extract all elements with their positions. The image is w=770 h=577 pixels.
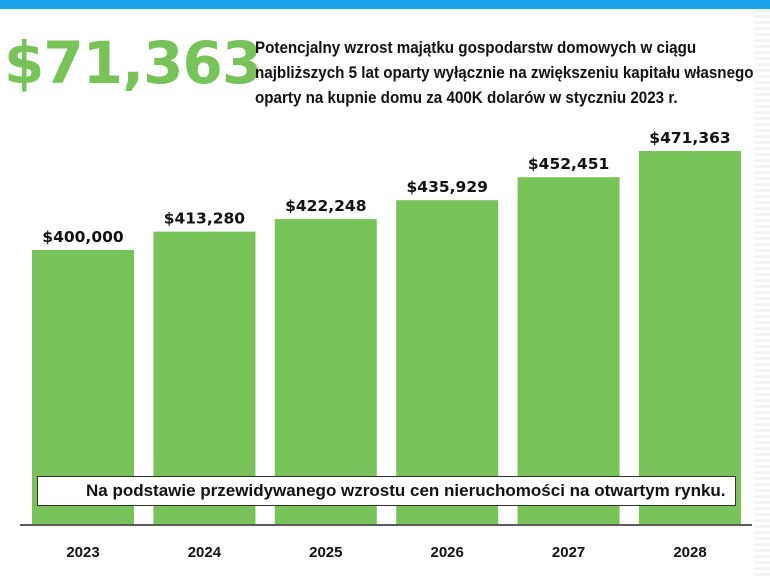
value-label-2026: $435,929: [407, 178, 488, 196]
value-label-2028: $471,363: [649, 129, 730, 147]
x-tick-2028: 2028: [673, 544, 706, 561]
footnote-text: Na podstawie przewidywanego wzrostu cen …: [86, 481, 726, 500]
x-tick-2025: 2025: [309, 544, 342, 561]
bar-2024: [153, 231, 256, 524]
value-label-2025: $422,248: [285, 197, 366, 215]
headline-line-2: najbliższych 5 lat oparty wyłącznie na z…: [255, 64, 754, 82]
bar-2027: [517, 177, 620, 524]
value-label-2023: $400,000: [42, 228, 124, 246]
x-tick-2027: 2027: [552, 544, 585, 561]
bar-2025: [274, 219, 377, 524]
top-accent-bar: [0, 0, 770, 9]
chart-headline: Potencjalny wzrost majątku gospodarstw d…: [255, 36, 754, 111]
page-edge: [754, 9, 770, 577]
wealth-gain-value: $71,363: [4, 29, 262, 97]
footnote-box: Na podstawie przewidywanego wzrostu cen …: [37, 476, 736, 506]
headline-line-1: Potencjalny wzrost majątku gospodarstw d…: [255, 39, 697, 57]
x-tick-2026: 2026: [431, 544, 464, 561]
x-tick-2024: 2024: [188, 544, 222, 561]
bar-2026: [396, 200, 499, 524]
value-label-2027: $452,451: [528, 155, 609, 173]
x-tick-2023: 2023: [66, 544, 99, 561]
value-label-2024: $413,280: [164, 210, 246, 228]
headline-line-3: oparty na kupnie domu za 400K dolarów w …: [255, 89, 678, 107]
bar-2028: [639, 151, 741, 524]
